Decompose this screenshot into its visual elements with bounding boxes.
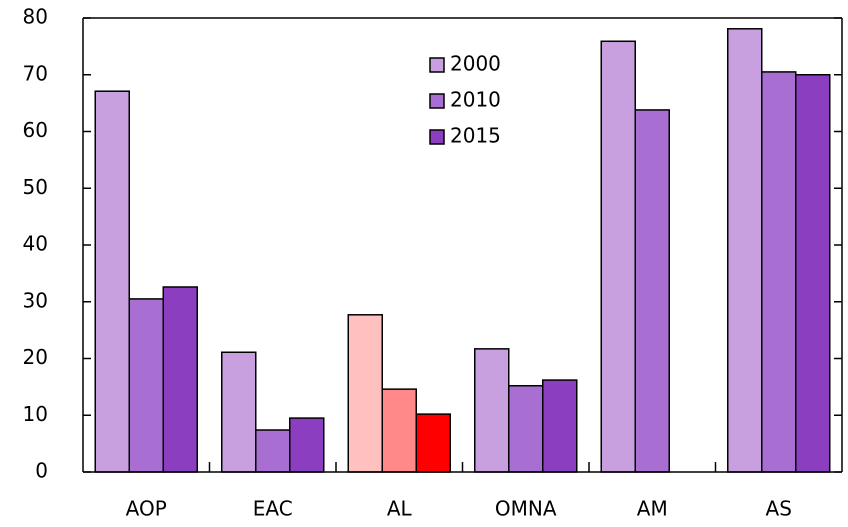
x-tick-label: EAC <box>253 497 293 521</box>
bar <box>474 348 510 473</box>
y-tick-label: 50 <box>23 175 48 199</box>
x-tick-label: AOP <box>126 497 167 521</box>
bar <box>508 384 544 473</box>
y-tick-label: 20 <box>23 345 48 369</box>
bar <box>128 298 164 473</box>
bar <box>761 71 797 473</box>
x-tick-label: AM <box>637 497 668 521</box>
y-tick-label: 10 <box>23 402 48 426</box>
legend-swatch <box>429 129 445 145</box>
x-tick-label: AS <box>766 497 792 521</box>
bar <box>381 388 417 473</box>
bar <box>255 429 291 473</box>
y-tick-label: 0 <box>35 459 48 483</box>
bar <box>634 109 670 473</box>
bar <box>542 379 578 473</box>
bar <box>727 28 763 473</box>
bar <box>795 74 831 473</box>
bar <box>600 40 636 473</box>
legend-swatch <box>429 93 445 109</box>
x-tick-label: OMNA <box>495 497 557 521</box>
x-tick-label: AL <box>387 497 413 521</box>
bar <box>221 351 257 473</box>
y-tick-label: 40 <box>23 232 48 256</box>
bar <box>347 314 383 473</box>
bar <box>162 286 198 473</box>
y-tick-label: 80 <box>23 5 48 29</box>
legend-label: 2010 <box>450 88 501 112</box>
y-tick-label: 60 <box>23 118 48 142</box>
y-tick-label: 30 <box>23 288 48 312</box>
legend-label: 2015 <box>450 124 501 148</box>
bar <box>289 417 325 473</box>
y-tick-label: 70 <box>23 61 48 85</box>
bar <box>94 90 130 473</box>
legend-swatch <box>429 57 445 73</box>
bar <box>415 413 451 473</box>
legend-label: 2000 <box>450 52 501 76</box>
